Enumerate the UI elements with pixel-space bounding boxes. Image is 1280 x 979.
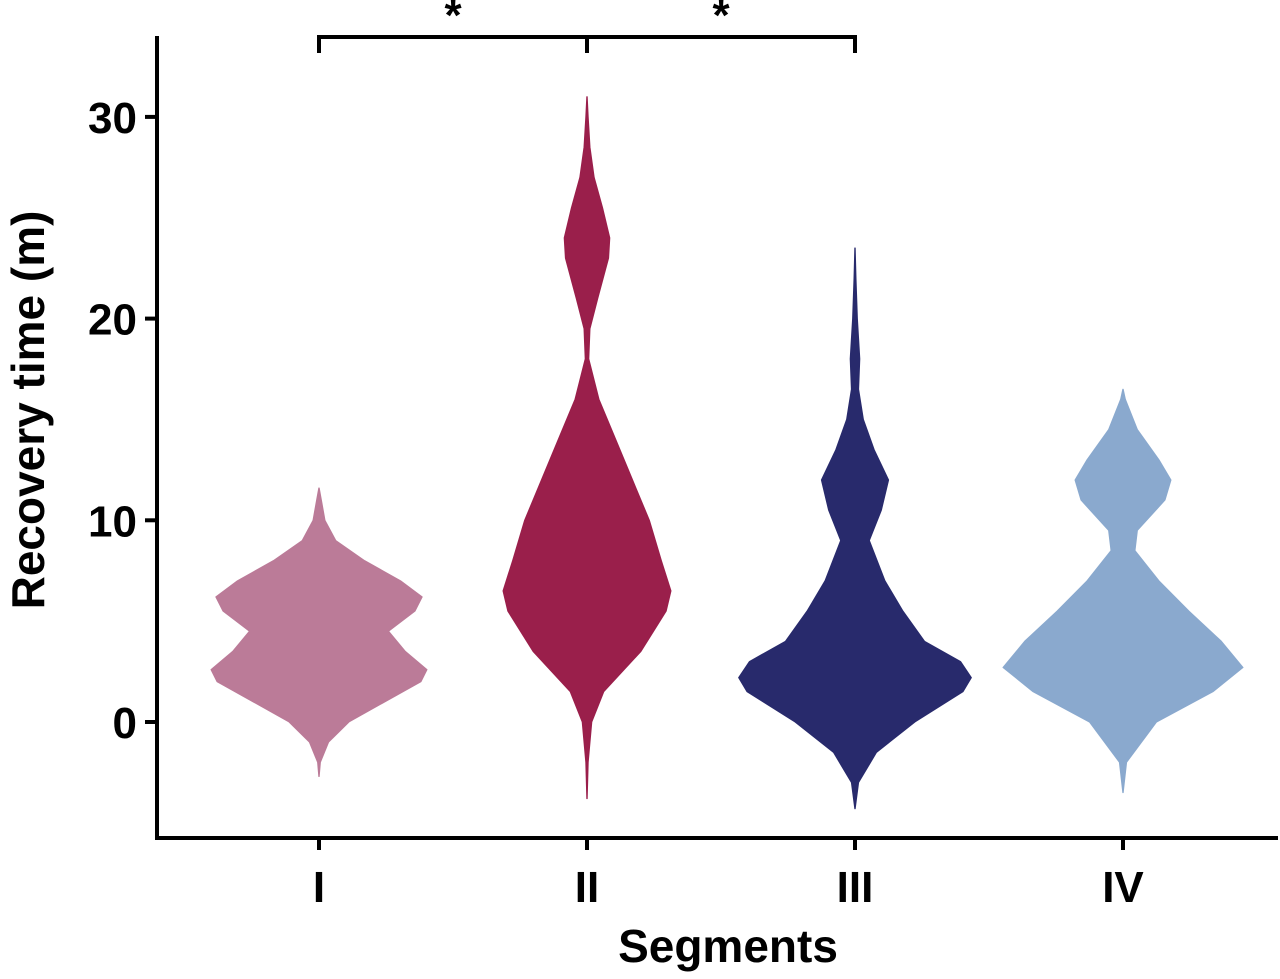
x-tick-label: I — [313, 863, 325, 912]
violin-III — [738, 247, 972, 810]
y-tick-label: 20 — [88, 296, 137, 345]
x-tick-label: II — [575, 863, 599, 912]
significance-bracket — [585, 35, 857, 53]
x-axis-title: Segments — [618, 920, 838, 972]
violin-I — [210, 487, 428, 777]
x-tick-label: IV — [1102, 863, 1144, 912]
y-tick-label: 30 — [88, 94, 137, 143]
y-axis-title: Recovery time (m) — [2, 211, 54, 610]
x-axis-ticks: I II III IV — [313, 838, 1144, 912]
y-tick-label: 0 — [113, 699, 137, 748]
axis-lines — [155, 36, 1278, 840]
significance-star: * — [712, 0, 730, 40]
y-tick-label: 10 — [88, 497, 137, 546]
significance-brackets: * * — [317, 0, 857, 53]
violin-IV — [1002, 388, 1244, 794]
x-tick-label: III — [837, 863, 874, 912]
y-axis-ticks: 0 10 20 30 — [88, 94, 157, 748]
violin-II — [502, 96, 672, 800]
significance-star: * — [444, 0, 462, 40]
violins-group — [210, 96, 1244, 810]
